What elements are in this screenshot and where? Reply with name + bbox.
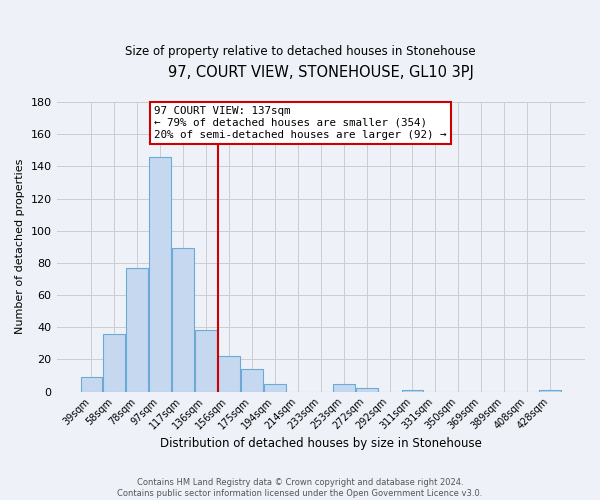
Bar [264, 384, 286, 392]
Bar [172, 248, 194, 392]
Bar [80, 377, 103, 392]
Bar [333, 384, 355, 392]
X-axis label: Distribution of detached houses by size in Stonehouse: Distribution of detached houses by size … [160, 437, 482, 450]
Text: Contains HM Land Registry data © Crown copyright and database right 2024.
Contai: Contains HM Land Registry data © Crown c… [118, 478, 482, 498]
Bar [241, 369, 263, 392]
Bar [218, 356, 240, 392]
Bar [149, 156, 171, 392]
Bar [539, 390, 561, 392]
Text: Size of property relative to detached houses in Stonehouse: Size of property relative to detached ho… [125, 45, 475, 58]
Bar [127, 268, 148, 392]
Bar [103, 334, 125, 392]
Text: 97 COURT VIEW: 137sqm
← 79% of detached houses are smaller (354)
20% of semi-det: 97 COURT VIEW: 137sqm ← 79% of detached … [154, 106, 447, 140]
Y-axis label: Number of detached properties: Number of detached properties [15, 159, 25, 334]
Bar [401, 390, 424, 392]
Bar [195, 330, 217, 392]
Bar [356, 388, 377, 392]
Title: 97, COURT VIEW, STONEHOUSE, GL10 3PJ: 97, COURT VIEW, STONEHOUSE, GL10 3PJ [168, 65, 474, 80]
